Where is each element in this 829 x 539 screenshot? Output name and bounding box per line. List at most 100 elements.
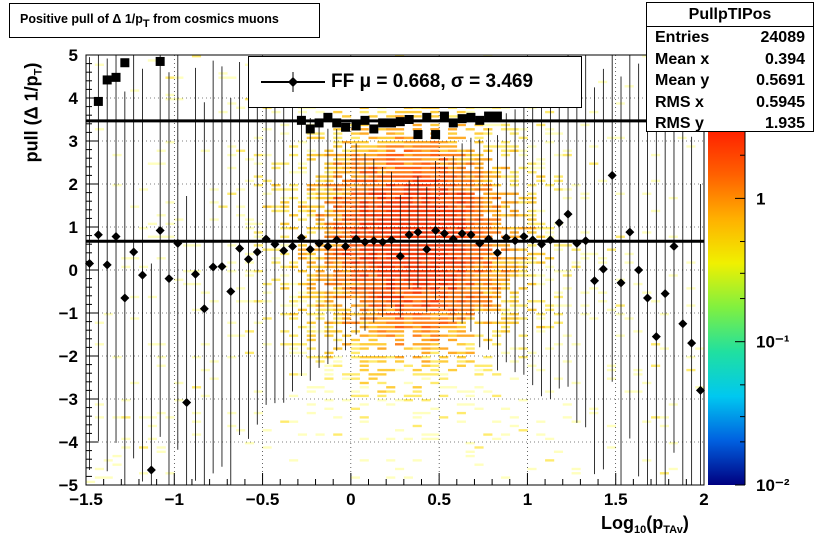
heatmap-cell — [200, 343, 210, 346]
heatmap-cell — [350, 321, 360, 324]
heatmap-cell — [395, 338, 405, 342]
heatmap-cell — [447, 196, 458, 200]
heatmap-cell — [315, 136, 325, 140]
heatmap-cell — [350, 338, 360, 342]
heatmap-cell — [377, 196, 387, 200]
heatmap-cell — [456, 214, 466, 217]
heatmap-cell — [395, 282, 405, 286]
heatmap-cell — [553, 188, 564, 191]
heatmap-cell — [359, 209, 369, 213]
heatmap-cell — [368, 162, 378, 165]
heatmap-cell — [262, 429, 272, 432]
heatmap-cell — [191, 55, 202, 58]
heatmap-cell — [377, 287, 387, 290]
heatmap-cell — [386, 330, 396, 333]
heatmap-cell — [447, 308, 458, 312]
heatmap-cell — [615, 235, 625, 238]
heatmap-cell — [280, 313, 290, 316]
heatmap-cell — [377, 373, 387, 376]
heatmap-cell — [386, 252, 396, 256]
heatmap-cell — [465, 287, 475, 290]
heatmap-cell — [306, 227, 316, 230]
heatmap-cell — [253, 162, 263, 165]
heatmap-cell — [342, 235, 352, 238]
heatmap-cell — [333, 270, 343, 273]
heatmap-cell — [500, 205, 511, 208]
heatmap-cell — [598, 261, 608, 264]
heatmap-cell — [465, 205, 475, 208]
heatmap-cell — [395, 222, 405, 226]
heatmap-cell — [527, 145, 537, 148]
heatmap-cell — [377, 209, 387, 213]
heatmap-cell — [377, 321, 387, 324]
heatmap-cell — [333, 308, 343, 312]
heatmap-cell — [474, 227, 484, 230]
heatmap-cell — [439, 248, 449, 251]
heatmap-cell — [359, 179, 369, 183]
heatmap-cell — [651, 300, 661, 303]
heatmap-cell — [147, 437, 157, 441]
heatmap-cell — [377, 205, 387, 208]
stats-row: Mean x 0.394 — [647, 49, 813, 71]
heatmap-cell — [447, 184, 458, 187]
heatmap-cell — [421, 141, 431, 144]
heatmap-cell — [439, 201, 449, 204]
heatmap-cell — [324, 291, 334, 294]
heatmap-cell — [509, 274, 519, 277]
heatmap-cell — [412, 227, 422, 230]
sigma-point — [305, 124, 315, 134]
heatmap-cell — [580, 196, 590, 200]
heatmap-cell — [545, 110, 555, 114]
heatmap-cell — [359, 381, 369, 385]
heatmap-cell — [483, 265, 493, 269]
heatmap-cell — [377, 330, 387, 333]
heatmap-cell — [412, 184, 422, 187]
heatmap-cell — [447, 282, 458, 286]
heatmap-cell — [447, 162, 458, 165]
heatmap-cell — [271, 261, 281, 264]
heatmap-cell — [430, 257, 440, 260]
heatmap-cell — [315, 257, 325, 260]
heatmap-cell — [156, 235, 166, 238]
heatmap-cell — [377, 214, 387, 217]
heatmap-cell — [439, 192, 449, 195]
heatmap-cell — [447, 179, 458, 183]
heatmap-cell — [589, 110, 599, 114]
heatmap-cell — [156, 446, 166, 449]
y-tick-label: −5 — [59, 476, 78, 495]
heatmap-cell — [430, 214, 440, 217]
heatmap-cell — [465, 153, 475, 157]
heatmap-cell — [465, 313, 475, 316]
heatmap-cell — [430, 175, 440, 178]
heatmap-cell — [483, 188, 493, 191]
heatmap-cell — [395, 231, 405, 234]
heatmap-cell — [421, 364, 431, 367]
heatmap-cell — [333, 196, 343, 200]
heatmap-cell — [509, 347, 519, 350]
heatmap-cell — [306, 231, 316, 234]
heatmap-cell — [421, 313, 431, 316]
heatmap-cell — [297, 166, 308, 170]
heatmap-cell — [483, 196, 493, 200]
heatmap-cell — [342, 317, 352, 320]
heatmap-cell — [430, 274, 440, 277]
heatmap-cell — [262, 446, 272, 449]
heatmap-cell — [289, 153, 299, 157]
heatmap-cell — [598, 291, 608, 294]
heatmap-cell — [377, 278, 387, 281]
heatmap-cell — [324, 222, 334, 226]
heatmap-cell — [439, 291, 449, 294]
heatmap-cell — [359, 218, 369, 221]
mean-point — [138, 270, 148, 280]
heatmap-cell — [465, 300, 475, 303]
stats-label: RMS x — [655, 93, 704, 111]
heatmap-cell — [403, 166, 413, 170]
heatmap-cell — [386, 257, 396, 260]
heatmap-cell — [492, 343, 502, 346]
heatmap-cell — [368, 334, 378, 337]
heatmap-cell — [421, 149, 431, 152]
heatmap-cell — [359, 222, 369, 226]
heatmap-cell — [456, 123, 466, 127]
y-tick-label: −4 — [59, 433, 79, 452]
heatmap-cell — [580, 313, 590, 316]
